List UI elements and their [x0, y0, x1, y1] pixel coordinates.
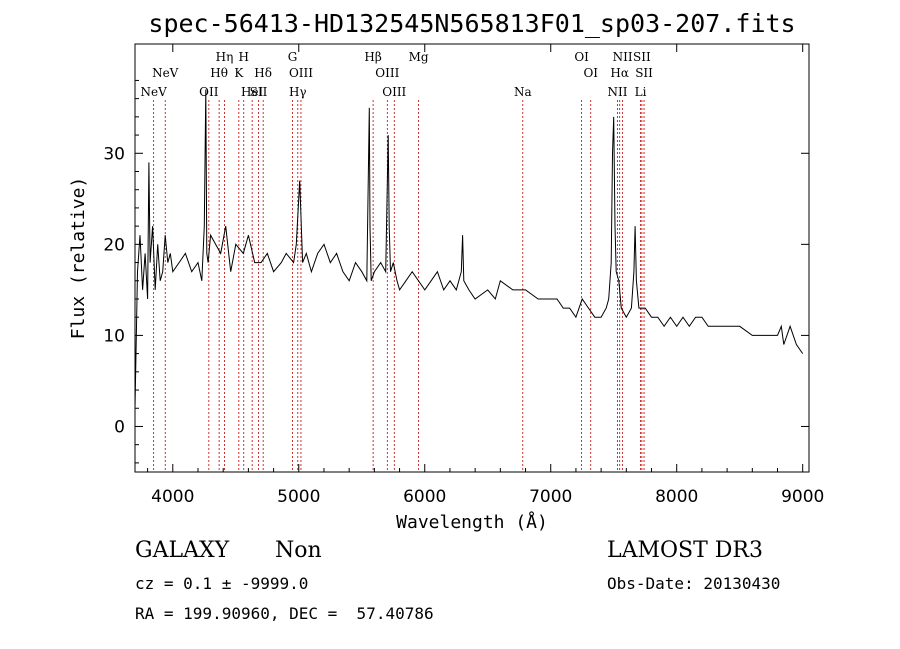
marker-label-nev: NeV — [140, 85, 167, 99]
x-axis-label: Wavelength (Å) — [396, 511, 548, 533]
marker-label-h-gamma: Hγ — [289, 85, 307, 99]
emission-line-labels: NeV NeV OII Hη Hθ KH HeI Hδ SII G OIII Hγ Hβ OIII OIII… — [140, 50, 653, 99]
x-axis-ticks: 4000 5000 6000 7000 8000 9000 — [147, 44, 824, 507]
marker-label-sii: SII — [250, 85, 268, 99]
marker-label-k: K — [234, 66, 244, 80]
y-axis-label: Flux (relative) — [68, 177, 89, 340]
marker-label-sii: SII — [635, 66, 653, 80]
marker-label-oi: OI — [583, 66, 598, 80]
marker-label-oi: OI — [574, 50, 589, 64]
marker-label-h: H — [239, 50, 249, 64]
x-tick-label: 5000 — [277, 487, 320, 507]
chart-title: spec-56413-HD132545N565813F01_sp03-207.f… — [148, 9, 795, 38]
marker-label-oiii: OIII — [382, 85, 406, 99]
marker-label-h-delta: Hδ — [254, 66, 272, 80]
x-tick-label: 6000 — [403, 487, 446, 507]
marker-label-g: G — [288, 50, 298, 64]
marker-label-sii: SII — [633, 50, 651, 64]
observation-date: Obs-Date: 20130430 — [607, 574, 781, 593]
marker-label-nii: NII — [608, 85, 628, 99]
object-class: GALAXY — [135, 538, 230, 563]
marker-label-h-beta: Hβ — [364, 50, 381, 64]
object-subclass: Non — [275, 538, 322, 563]
marker-label-oiii: OIII — [289, 66, 313, 80]
marker-label-mg: Mg — [409, 50, 429, 64]
y-tick-label: 30 — [103, 144, 125, 164]
redshift-cz: cz = 0.1 ± -9999.0 — [135, 574, 309, 593]
y-axis-ticks: 0 10 20 30 — [103, 79, 809, 464]
ra-dec: RA = 199.90960, DEC = 57.40786 — [135, 604, 434, 623]
marker-label-h-theta: Hθ — [210, 66, 228, 80]
plot-frame — [134, 43, 810, 473]
marker-label-oiii: OIII — [375, 66, 399, 80]
marker-label-na: Na — [514, 85, 532, 99]
marker-label-li: Li — [635, 85, 647, 99]
marker-label-nii: NII — [613, 50, 633, 64]
x-tick-label: 4000 — [151, 487, 194, 507]
x-tick-label: 8000 — [655, 487, 698, 507]
marker-label-hei: HeI — [241, 85, 264, 99]
marker-label-h-alpha: Hα — [610, 66, 629, 80]
y-tick-label: 10 — [103, 326, 125, 346]
marker-label-nev: NeV — [152, 66, 179, 80]
x-tick-label: 7000 — [529, 487, 572, 507]
marker-label-h-eta: Hη — [216, 50, 234, 64]
x-tick-label: 9000 — [781, 487, 824, 507]
flux-series-line — [134, 89, 804, 409]
y-tick-label: 20 — [103, 235, 125, 255]
survey-name: LAMOST DR3 — [607, 538, 763, 563]
marker-label-oii: OII — [199, 85, 219, 99]
y-tick-label: 0 — [114, 417, 125, 437]
